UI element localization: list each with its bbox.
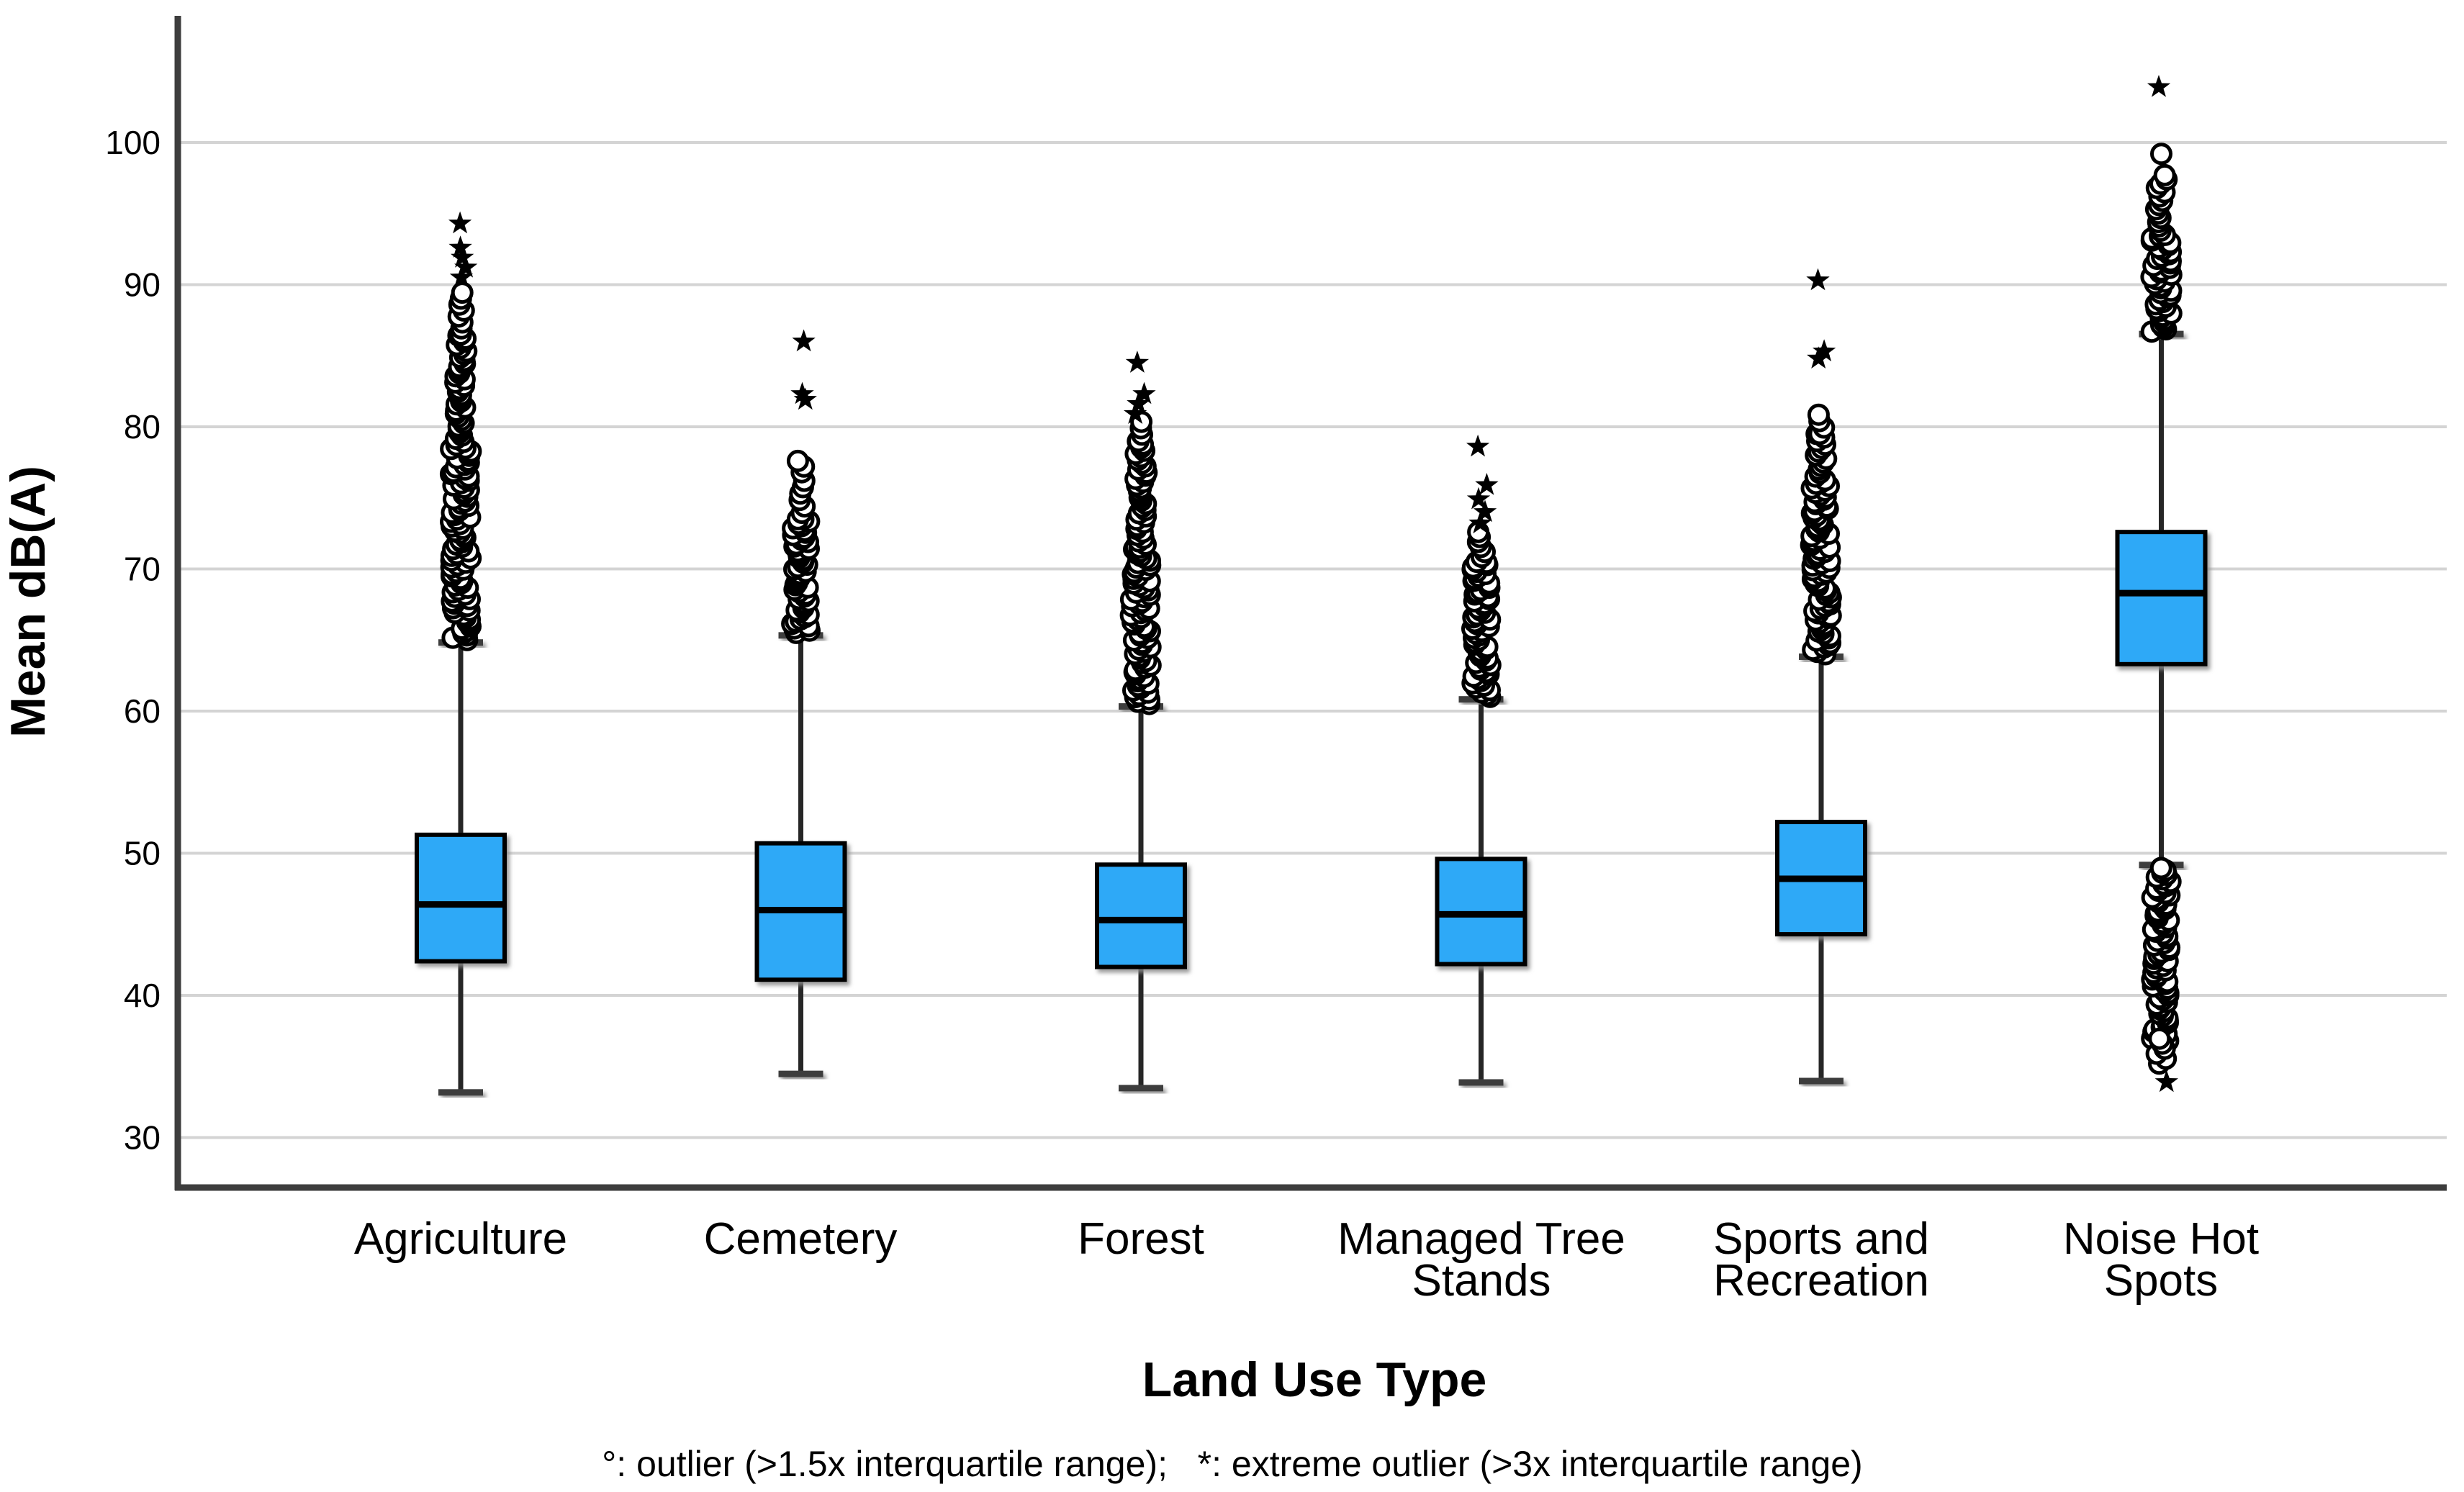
extreme-outlier-star xyxy=(1466,487,1491,510)
category-label-cemetery: Cemetery xyxy=(704,1214,898,1264)
iqr-box xyxy=(415,832,507,964)
outlier-circle xyxy=(2148,1027,2171,1050)
whisker-cap-low xyxy=(438,1089,483,1096)
extreme-outlier-star xyxy=(1473,499,1497,523)
y-axis-title: Mean dB(A) xyxy=(1,466,55,738)
x-axis-category-labels: Agriculture Cemetery Forest Managed Tree… xyxy=(354,1214,2259,1306)
y-tick-label: 70 xyxy=(124,551,161,588)
whisker-cap-low xyxy=(1119,1085,1163,1092)
extreme-outlier-star xyxy=(1125,351,1150,373)
outlier-circle xyxy=(2153,163,2176,186)
category-label-noise-hot-spots: Noise Hot Spots xyxy=(2063,1214,2259,1306)
y-tick-label: 30 xyxy=(124,1119,161,1157)
extreme-outlier-star xyxy=(790,381,814,404)
outlier-circle xyxy=(1807,403,1830,426)
y-tick-label: 60 xyxy=(124,692,161,730)
box-group-forest xyxy=(1095,351,1187,1092)
outlier-circle xyxy=(786,449,809,472)
y-axis-tick-labels: 100 90 80 70 60 50 40 30 xyxy=(105,124,161,1157)
extreme-outlier-star xyxy=(1132,381,1156,404)
extreme-outlier-star xyxy=(1806,268,1830,291)
y-tick-label: 90 xyxy=(124,266,161,304)
extreme-outlier-star xyxy=(1468,511,1492,534)
outlier-legend-footnote: °: outlier (>1.5x interquartile range); … xyxy=(602,1444,1862,1484)
extreme-outlier-star xyxy=(449,265,474,288)
y-tick-label: 40 xyxy=(124,977,161,1014)
outlier-circle xyxy=(2149,856,2172,880)
iqr-box xyxy=(2115,530,2208,666)
y-tick-label: 50 xyxy=(124,835,161,872)
x-axis-title: Land Use Type xyxy=(1142,1352,1487,1407)
whisker-cap-low xyxy=(778,1070,823,1077)
y-tick-label: 80 xyxy=(124,408,161,446)
extreme-outlier-star xyxy=(448,211,472,234)
category-label-forest: Forest xyxy=(1078,1214,1204,1264)
extreme-outlier-star xyxy=(2154,1070,2178,1093)
box-group-sports-and-recreation xyxy=(1775,268,1867,1085)
extreme-outlier-star xyxy=(1124,402,1147,424)
category-label-agriculture: Agriculture xyxy=(354,1214,567,1264)
box-group-agriculture xyxy=(415,211,507,1096)
category-label-managed-tree-stands: Managed Tree Stands xyxy=(1337,1214,1625,1306)
extreme-outlier-star xyxy=(1475,473,1499,495)
outlier-circle xyxy=(451,281,474,304)
extreme-outlier-star xyxy=(451,245,474,268)
box-group-noise-hot-spots xyxy=(2115,75,2208,1093)
extreme-outlier-star xyxy=(2147,75,2171,97)
extreme-outlier-star xyxy=(1812,339,1836,362)
y-tick-label: 100 xyxy=(105,124,161,161)
extreme-outlier-star xyxy=(792,329,816,352)
whisker-cap-low xyxy=(1458,1079,1504,1086)
category-label-sports-and-recreation: Sports and Recreation xyxy=(1713,1214,1929,1306)
iqr-box xyxy=(1095,862,1187,969)
extreme-outlier-star xyxy=(454,255,478,278)
extreme-outlier-star xyxy=(448,235,472,258)
outlier-circle xyxy=(2150,143,2172,166)
whisker-cap-low xyxy=(1799,1077,1844,1085)
box-group-managed-tree-stands xyxy=(1435,434,1527,1086)
box-group-cemetery xyxy=(754,329,847,1077)
extreme-outlier-star xyxy=(1466,434,1490,457)
gridlines xyxy=(181,141,2447,1139)
boxplot-series xyxy=(415,75,2208,1096)
